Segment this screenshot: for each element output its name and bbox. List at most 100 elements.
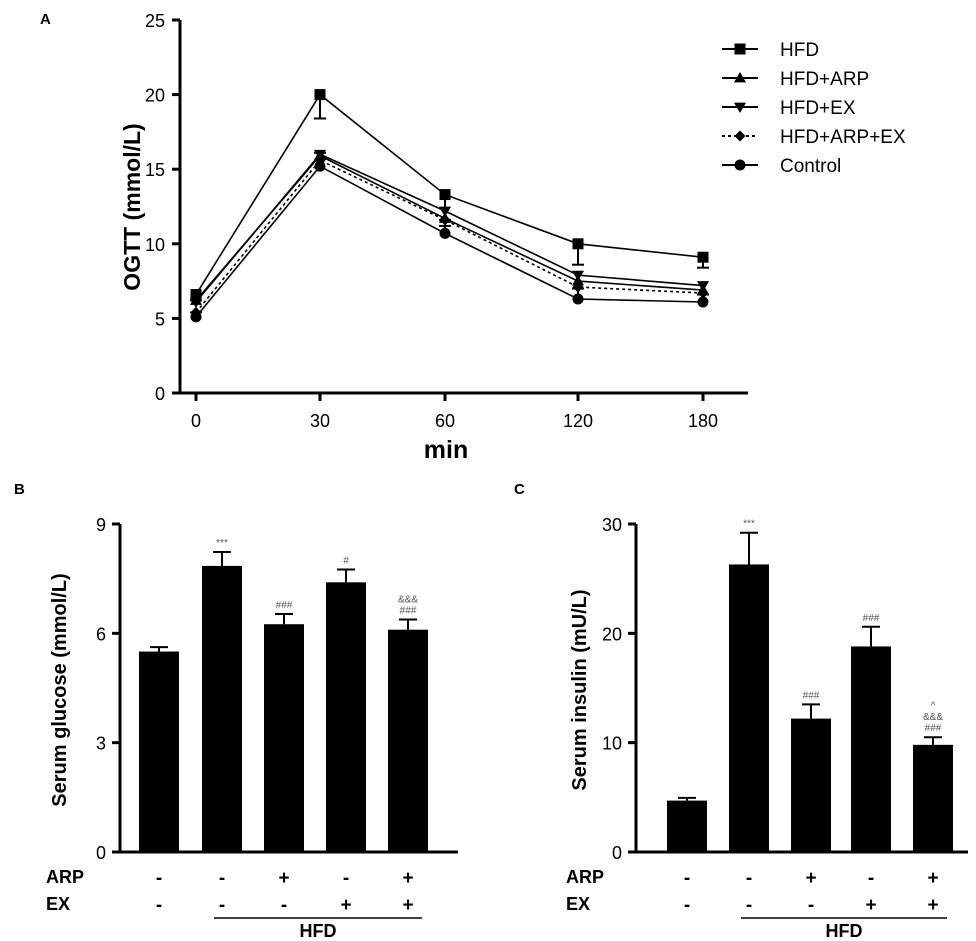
a-x-tick-label: 120 xyxy=(563,411,593,431)
bar xyxy=(851,646,891,852)
data-point xyxy=(439,227,451,239)
data-point xyxy=(572,293,584,305)
significance-mark: &&& xyxy=(398,594,418,605)
ex-indicator: - xyxy=(808,895,814,916)
legend-item: HFD+ARP+EX xyxy=(722,127,906,148)
data-point xyxy=(314,89,326,101)
series-control xyxy=(190,151,709,323)
row-label-arp: ARP xyxy=(46,867,84,887)
data-point xyxy=(696,281,710,292)
row-label-ex: EX xyxy=(46,894,70,914)
a-x-tick-label: 180 xyxy=(688,411,718,431)
b-y-tick-label: 6 xyxy=(96,624,106,644)
row-label-arp: ARP xyxy=(566,867,604,887)
a-y-axis-title: OGTT (mmol/L) xyxy=(119,123,145,290)
legend-label: HFD+EX xyxy=(780,98,856,119)
bar-group: *** xyxy=(729,519,769,852)
data-point xyxy=(571,270,585,282)
arp-indicator: - xyxy=(219,868,225,889)
bar xyxy=(729,564,769,852)
bar xyxy=(913,744,953,852)
significance-mark: ^ xyxy=(931,701,936,712)
a-y-tick-label: 25 xyxy=(145,11,165,31)
significance-mark: ### xyxy=(400,605,417,616)
bar-group: *** xyxy=(202,538,242,852)
c-y-tick-label: 10 xyxy=(602,734,622,754)
arp-indicator: + xyxy=(805,868,816,889)
b-y-tick-label: 9 xyxy=(96,515,106,535)
significance-mark: *** xyxy=(216,538,228,549)
data-point xyxy=(314,160,326,172)
ex-indicator: + xyxy=(340,895,351,916)
data-point xyxy=(572,281,584,293)
c-y-tick-label: 20 xyxy=(602,624,622,644)
panel-label-a: A xyxy=(40,11,51,28)
panel-label-b: B xyxy=(14,481,25,498)
bar-group: &&&### xyxy=(388,594,428,852)
ex-indicator: - xyxy=(684,895,690,916)
bar xyxy=(139,651,179,852)
arp-indicator: - xyxy=(684,868,690,889)
bar-group: ### xyxy=(264,600,304,852)
bar-group xyxy=(667,796,707,852)
a-y-tick-label: 10 xyxy=(145,235,165,255)
row-label-ex: EX xyxy=(566,894,590,914)
ex-indicator: + xyxy=(865,895,876,916)
b-y-axis-title: Serum glucose (mmol/L) xyxy=(49,573,71,806)
a-x-axis-title: min xyxy=(424,436,468,464)
bar xyxy=(791,718,831,852)
a-x-tick-label: 60 xyxy=(435,411,455,431)
series-hfd xyxy=(190,89,709,302)
c-y-axis-title: Serum insulin (mU/L) xyxy=(569,589,591,790)
bar-group: ### xyxy=(791,690,831,852)
data-point xyxy=(697,296,709,308)
significance-mark: ### xyxy=(863,613,880,624)
hfd-group-label: HFD xyxy=(826,921,863,941)
data-point xyxy=(190,311,202,323)
triangle-down-icon xyxy=(733,102,747,114)
legend-item: Control xyxy=(722,156,841,177)
significance-mark: ### xyxy=(276,600,293,611)
data-point xyxy=(697,251,709,263)
data-point xyxy=(189,297,203,309)
legend-label: HFD xyxy=(780,40,819,61)
data-point xyxy=(439,189,451,201)
hfd-group-label: HFD xyxy=(300,921,337,941)
arp-indicator: + xyxy=(402,868,413,889)
ex-indicator: + xyxy=(402,895,413,916)
a-y-tick-label: 0 xyxy=(155,384,165,404)
ex-indicator: - xyxy=(156,895,162,916)
a-y-tick-label: 15 xyxy=(145,160,165,180)
legend-item: HFD+EX xyxy=(722,98,856,119)
a-y-tick-label: 5 xyxy=(155,309,165,329)
arp-indicator: - xyxy=(343,868,349,889)
bar xyxy=(202,565,242,852)
series-line xyxy=(195,153,704,303)
legend-label: HFD+ARP+EX xyxy=(780,127,906,148)
series-hfd-arp xyxy=(189,149,710,305)
bar xyxy=(264,624,304,852)
legend-item: HFD xyxy=(722,40,819,61)
a-x-tick-label: 30 xyxy=(310,411,330,431)
c-y-tick-label: 30 xyxy=(602,515,622,535)
legend-item: HFD+ARP xyxy=(722,69,869,90)
arp-indicator: - xyxy=(156,868,162,889)
arp-indicator: - xyxy=(746,868,752,889)
arp-indicator: - xyxy=(868,868,874,889)
circle-icon xyxy=(734,159,746,171)
triangle-up-icon xyxy=(733,71,747,83)
legend-label: Control xyxy=(780,156,841,177)
significance-mark: ### xyxy=(803,690,820,701)
series-line xyxy=(195,165,704,318)
significance-mark: *** xyxy=(743,519,755,530)
legend-label: HFD+ARP xyxy=(780,69,869,90)
bar-group: # xyxy=(326,556,366,852)
bar-group: ^&&&### xyxy=(913,701,953,852)
legend: HFD HFD+ARP HFD+EX HFD+ARP+EX Control xyxy=(722,40,906,177)
ogtt-line-chart: 0 5 10 15 20 25 0 30 60 120 180 OGTT (mmol/L) min… xyxy=(119,11,906,464)
ex-indicator: - xyxy=(219,895,225,916)
bar xyxy=(667,800,707,852)
